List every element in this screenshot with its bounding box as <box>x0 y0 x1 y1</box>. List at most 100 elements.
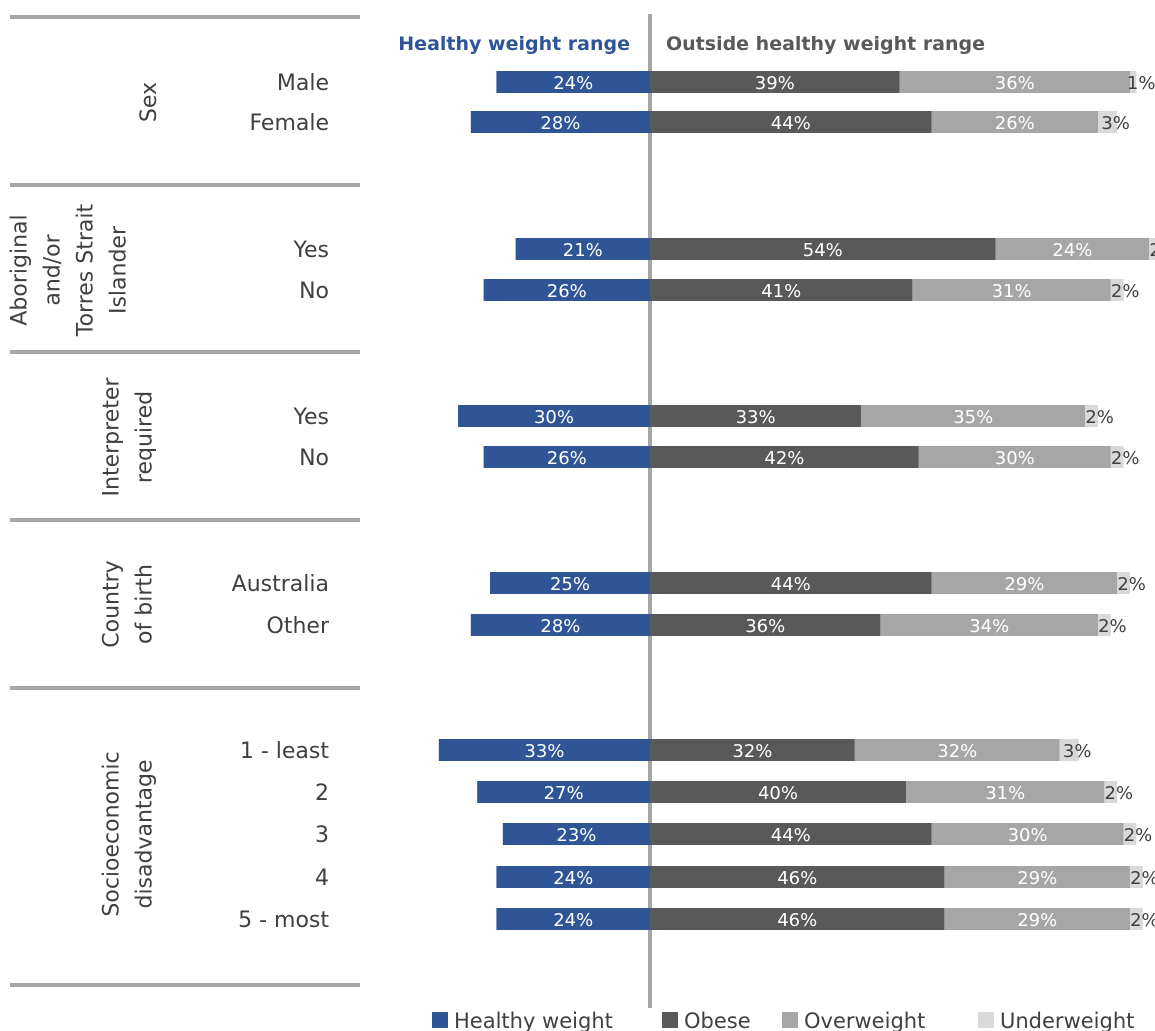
header-outside-healthy-weight-range: Outside healthy weight range <box>666 33 985 55</box>
data-label-overweight: 36% <box>995 73 1035 94</box>
group-label-sex: Sex <box>137 82 162 122</box>
bar-overweight <box>931 111 1098 133</box>
bar-underweight <box>1117 572 1130 594</box>
bar-healthy-weight <box>470 614 650 636</box>
bar-healthy-weight <box>483 446 650 468</box>
bar-healthy-weight <box>470 111 650 133</box>
data-label-healthy-weight: 30% <box>534 407 574 428</box>
data-label-underweight: 2% <box>1111 281 1140 302</box>
data-label-overweight: 29% <box>1004 574 1044 595</box>
group-label-interpreter-required: Interpreter required <box>100 377 158 497</box>
group-label-line: disadvantage <box>133 759 158 908</box>
category-label-no: No <box>299 446 329 471</box>
bar-overweight <box>995 238 1150 260</box>
bar-healthy-weight <box>496 71 650 93</box>
bar-obese <box>650 111 932 133</box>
category-label-1-least: 1 - least <box>240 739 330 764</box>
bar-overweight <box>906 781 1105 803</box>
data-label-obese: 36% <box>745 616 785 637</box>
bar-obese <box>650 866 945 888</box>
group-label-line: Country <box>100 560 125 647</box>
data-label-underweight: 1% <box>1127 73 1155 94</box>
group-label-line: Torres Strait <box>74 204 99 338</box>
data-label-obese: 44% <box>771 113 811 134</box>
bar-underweight <box>1149 238 1155 260</box>
data-label-overweight: 31% <box>985 783 1025 804</box>
data-label-healthy-weight: 33% <box>524 741 564 762</box>
data-label-underweight: 2% <box>1085 407 1114 428</box>
data-label-underweight: 2% <box>1124 825 1153 846</box>
bar-obese <box>650 238 996 260</box>
group-label-line: Socioeconomic <box>100 751 125 916</box>
data-label-underweight: 2% <box>1130 910 1155 931</box>
bars: 24% 39% 36% 1% 28% 44% 26% 3% 21% 54% 24% 2% 26% 41% 3… <box>438 71 1155 931</box>
bar-underweight <box>1130 866 1143 888</box>
legend-label-healthy-weight: Healthy weight <box>454 1009 613 1031</box>
data-label-healthy-weight: 26% <box>547 448 587 469</box>
group-label-line: Interpreter <box>100 377 125 497</box>
data-label-underweight: 3% <box>1101 113 1130 134</box>
data-label-overweight: 26% <box>995 113 1035 134</box>
group-label-line: Sex <box>137 82 162 122</box>
data-label-overweight: 34% <box>969 616 1009 637</box>
data-label-underweight: 2% <box>1130 868 1155 889</box>
data-label-healthy-weight: 28% <box>540 616 580 637</box>
category-label-2: 2 <box>315 781 329 806</box>
legend-swatch-obese <box>662 1012 678 1028</box>
data-label-underweight: 3% <box>1063 741 1092 762</box>
category-label-3: 3 <box>315 823 329 848</box>
data-label-obese: 33% <box>736 407 776 428</box>
bar-obese <box>650 908 945 930</box>
data-label-obese: 46% <box>777 910 817 931</box>
category-label-other: Other <box>267 614 330 639</box>
category-label-female: Female <box>249 111 329 136</box>
bar-healthy-weight <box>502 823 650 845</box>
data-label-overweight: 30% <box>1008 825 1048 846</box>
group-label-line: Islander <box>107 225 132 314</box>
bar-overweight <box>944 866 1130 888</box>
bar-overweight <box>944 908 1130 930</box>
data-label-healthy-weight: 21% <box>563 240 603 261</box>
data-label-healthy-weight: 24% <box>553 910 593 931</box>
group-label-line: Aboriginal <box>8 214 33 325</box>
bar-underweight <box>1098 111 1118 133</box>
category-label-no: No <box>299 279 329 304</box>
bar-underweight <box>1104 781 1118 803</box>
bar-obese <box>650 71 900 93</box>
data-label-underweight: 2% <box>1105 783 1134 804</box>
bar-healthy-weight <box>496 866 650 888</box>
data-label-obese: 44% <box>771 825 811 846</box>
bar-overweight <box>931 572 1118 594</box>
group-labels: Sex Aboriginal and/or Torres Strait Islander… <box>8 82 163 917</box>
data-label-overweight: 29% <box>1017 868 1057 889</box>
group-separators <box>10 15 360 987</box>
bar-obese <box>650 405 862 427</box>
bar-healthy-weight <box>477 781 650 803</box>
category-label-male: Male <box>277 71 329 96</box>
bar-obese <box>650 781 906 803</box>
data-label-obese: 42% <box>764 448 804 469</box>
category-label-yes: Yes <box>292 238 329 263</box>
bar-healthy-weight <box>515 238 650 260</box>
bar-underweight <box>1085 405 1098 427</box>
bar-underweight <box>1130 908 1143 930</box>
bar-overweight <box>912 279 1111 301</box>
bar-overweight <box>854 739 1060 761</box>
bar-healthy-weight <box>438 739 650 761</box>
bar-healthy-weight <box>458 405 650 427</box>
bar-underweight <box>1098 614 1111 636</box>
data-label-healthy-weight: 26% <box>547 281 587 302</box>
bar-overweight <box>861 405 1086 427</box>
bar-underweight <box>1110 446 1124 468</box>
bar-healthy-weight <box>483 279 650 301</box>
group-label-country-of-birth: Country of birth <box>100 560 158 647</box>
group-label-line: and/or <box>41 233 66 305</box>
data-label-obese: 39% <box>755 73 795 94</box>
data-label-overweight: 31% <box>992 281 1032 302</box>
data-label-overweight: 30% <box>995 448 1035 469</box>
category-label-australia: Australia <box>232 572 329 597</box>
bar-obese <box>650 614 881 636</box>
data-label-healthy-weight: 25% <box>550 574 590 595</box>
bar-obese <box>650 446 919 468</box>
bar-obese <box>650 572 932 594</box>
